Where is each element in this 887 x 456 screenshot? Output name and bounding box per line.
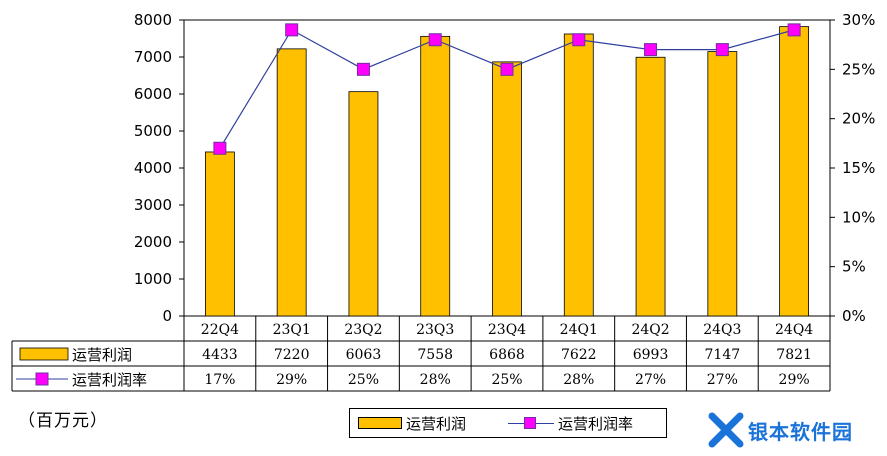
bar-23Q3 <box>420 35 451 317</box>
margin-point-24Q1 <box>572 33 586 47</box>
bar-23Q1 <box>276 48 307 317</box>
margin-point-23Q2 <box>356 62 370 76</box>
y2-tick-label: 15% <box>842 159 875 177</box>
watermark-text: 银本软件园 <box>748 420 853 444</box>
y2-tick-label: 25% <box>842 60 875 78</box>
margin-point-22Q4 <box>213 141 227 155</box>
bar-23Q4 <box>492 61 522 317</box>
y2-tick-label: 20% <box>842 110 875 128</box>
margin-point-24Q4 <box>787 23 801 37</box>
legend-label-line: 运营利润率 <box>558 415 634 433</box>
legend-marker-swatch <box>524 417 536 429</box>
y-tick-label: 6000 <box>134 85 172 103</box>
watermark-logo: 银本软件园 <box>706 410 886 450</box>
table-value-profit: 7821 <box>776 347 812 363</box>
y-tick-label: 2000 <box>134 233 172 251</box>
x-tick-label: 22Q4 <box>201 322 239 338</box>
bar-22Q4 <box>204 151 235 317</box>
margin-point-23Q4 <box>500 62 514 76</box>
table-bar-swatch <box>19 347 69 361</box>
table-value-margin: 17% <box>204 372 235 388</box>
table-marker-swatch <box>35 372 49 386</box>
table-value-margin: 27% <box>635 372 666 388</box>
watermark-x-icon <box>708 412 744 448</box>
bar-24Q2 <box>635 56 666 317</box>
y2-tick-label: 10% <box>842 208 875 226</box>
table-value-margin: 25% <box>348 372 379 388</box>
table-value-profit: 6993 <box>633 347 669 363</box>
table-value-profit: 7622 <box>561 347 597 363</box>
table-row-label-margin: 运营利润率 <box>72 371 147 389</box>
legend: 运营利润 运营利润率 <box>349 408 667 438</box>
x-tick-label: 23Q4 <box>488 322 526 338</box>
table-row-label-profit: 运营利润 <box>72 346 132 364</box>
x-tick-label: 24Q1 <box>560 322 598 338</box>
table-value-profit: 7220 <box>274 347 310 363</box>
margin-point-23Q1 <box>285 23 299 37</box>
x-tick-label: 24Q2 <box>631 322 669 338</box>
table-value-margin: 29% <box>779 372 810 388</box>
x-tick-label: 23Q3 <box>416 322 454 338</box>
y2-tick-label: 0% <box>842 307 866 325</box>
margin-point-24Q2 <box>644 43 658 57</box>
table-value-profit: 6868 <box>489 347 525 363</box>
x-tick-label: 23Q2 <box>344 322 382 338</box>
bar-24Q4 <box>779 26 810 317</box>
y2-tick-label: 5% <box>842 258 866 276</box>
table-value-profit: 7147 <box>705 347 741 363</box>
y-tick-label: 4000 <box>134 159 172 177</box>
margin-point-24Q3 <box>715 43 729 57</box>
x-tick-label: 23Q1 <box>273 322 311 338</box>
table-value-margin: 28% <box>420 372 451 388</box>
table-value-margin: 28% <box>563 372 594 388</box>
bar-24Q1 <box>563 33 594 317</box>
table-value-margin: 25% <box>491 372 522 388</box>
y2-tick-label: 30% <box>842 11 875 29</box>
bar-23Q2 <box>348 91 379 317</box>
bar-24Q3 <box>707 51 738 317</box>
table-value-profit: 7558 <box>417 347 453 363</box>
legend-label-bar: 运营利润 <box>406 415 467 433</box>
table-value-margin: 29% <box>276 372 307 388</box>
y-tick-label: 0 <box>162 307 172 325</box>
y-tick-label: 5000 <box>134 122 172 140</box>
unit-label: （百万元） <box>18 411 108 431</box>
y-tick-label: 1000 <box>134 270 172 288</box>
margin-point-23Q3 <box>428 33 442 47</box>
x-tick-label: 24Q3 <box>703 322 741 338</box>
y-tick-label: 7000 <box>134 48 172 66</box>
y-tick-label: 3000 <box>134 196 172 214</box>
table-value-margin: 27% <box>707 372 738 388</box>
table-value-profit: 4433 <box>202 347 238 363</box>
y-tick-label: 8000 <box>134 11 172 29</box>
x-tick-label: 24Q4 <box>775 322 813 338</box>
legend-bar-swatch <box>358 417 402 429</box>
table-value-profit: 6063 <box>346 347 382 363</box>
